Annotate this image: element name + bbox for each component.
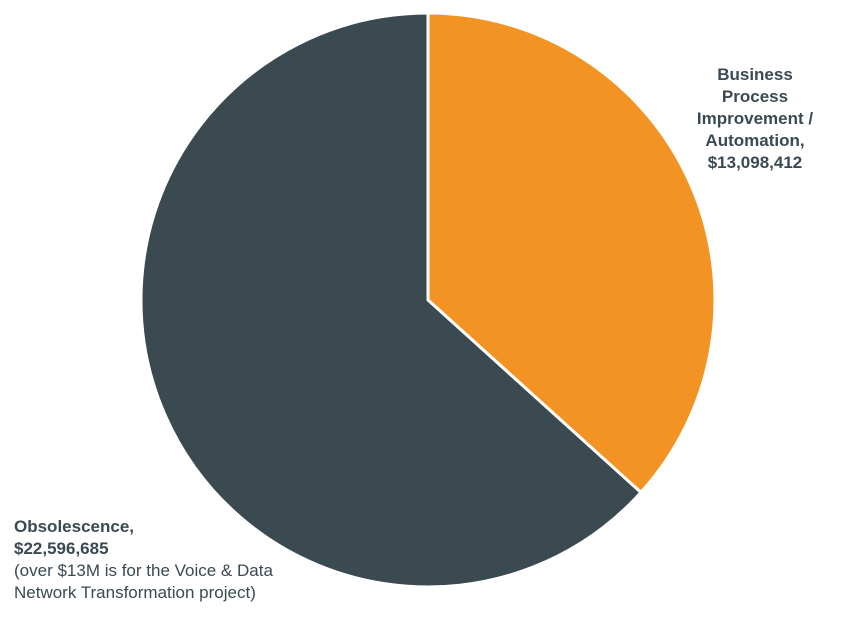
slice-value-label: $22,596,685 [14,539,109,558]
slice-label-obsolescence: Obsolescence, $22,596,685 (over $13M is … [14,516,434,604]
slice-label-line: Obsolescence, [14,517,135,536]
slice-label-line: Improvement / [696,109,814,128]
pie-slices [139,11,717,589]
pie-slice-0 [426,11,717,494]
slice-label-line: Process [721,87,789,106]
slice-note-line: Network Transformation project) [14,583,256,602]
slice-note-line: (over $13M is for the Voice & Data [14,561,273,580]
slice-label-business-process: Business Process Improvement / Automatio… [680,64,830,174]
slice-value-label: $13,098,412 [707,153,803,172]
slice-label-line: Business [717,65,793,84]
pie-slice-1 [139,11,643,589]
slice-label-line: Automation, [705,131,805,150]
